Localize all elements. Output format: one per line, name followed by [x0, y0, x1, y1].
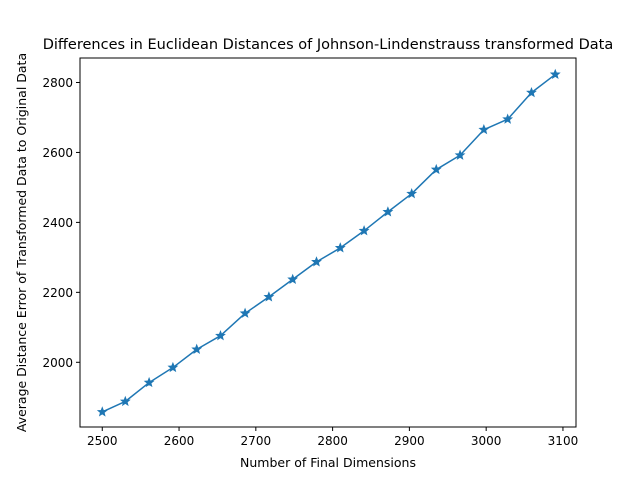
data-point-star-icon	[96, 406, 108, 417]
data-point-star-icon	[334, 242, 346, 253]
data-point-star-icon	[239, 307, 251, 318]
x-tick-label: 3000	[471, 434, 502, 448]
x-axis-label: Number of Final Dimensions	[240, 455, 416, 470]
data-point-star-icon	[287, 273, 299, 285]
data-point-star-icon	[263, 291, 275, 302]
series-line	[101, 73, 556, 413]
data-point-star-icon	[526, 86, 537, 98]
data-point-star-icon	[406, 188, 418, 199]
data-point-star-icon	[382, 206, 394, 217]
data-point-star-icon	[358, 225, 370, 236]
data-point-star-icon	[143, 376, 155, 388]
axes-frame	[79, 57, 577, 428]
x-tick-label: 2900	[394, 434, 425, 448]
y-tick-label: 2800	[42, 76, 73, 90]
data-point-star-icon	[215, 330, 226, 341]
data-point-star-icon	[311, 256, 322, 267]
data-point-star-icon	[167, 361, 179, 373]
data-point-star-icon	[502, 113, 514, 124]
x-axis: 2500 2600 2700 2800 2900 3000 3100	[87, 427, 578, 448]
data-point-star-icon	[478, 124, 490, 135]
y-tick-label: 2400	[42, 216, 73, 230]
x-tick-label: 2700	[241, 434, 272, 448]
y-axis: 2000 2200 2400 2600 2800	[42, 76, 80, 370]
data-point-star-icon	[119, 395, 131, 407]
data-point-star-icon	[430, 163, 442, 175]
chart-title: Differences in Euclidean Distances of Jo…	[43, 37, 614, 53]
x-tick-label: 3100	[548, 434, 579, 448]
plot-area	[96, 68, 561, 417]
y-tick-label: 2600	[42, 146, 73, 160]
data-point-star-icon	[549, 68, 561, 80]
x-tick-label: 2500	[87, 434, 118, 448]
y-axis-label: Average Distance Error of Transformed Da…	[14, 53, 29, 432]
y-tick-label: 2200	[42, 286, 73, 300]
data-point-star-icon	[454, 149, 466, 160]
y-tick-label: 2000	[42, 356, 73, 370]
x-tick-label: 2600	[164, 434, 195, 448]
x-tick-label: 2800	[317, 434, 348, 448]
data-point-star-icon	[191, 343, 203, 354]
